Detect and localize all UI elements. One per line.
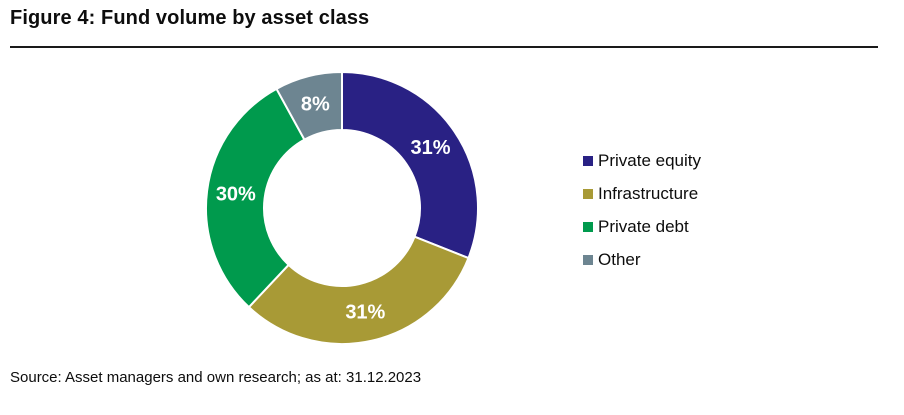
donut-chart: 31% 31% 30% 8% xyxy=(205,70,479,345)
legend-item-private-equity: Private equity xyxy=(583,151,701,170)
donut-slice-infrastructure xyxy=(247,235,470,345)
donut-slice-private-equity xyxy=(341,70,479,260)
donut-slice-label-private-equity: 31% xyxy=(410,137,450,159)
legend-item-private-debt: Private debt xyxy=(583,217,701,236)
donut-slice-other xyxy=(275,70,343,142)
legend-label: Other xyxy=(598,250,641,269)
legend-label: Private equity xyxy=(598,151,701,170)
donut-slice-label-other: 8% xyxy=(301,93,330,115)
legend-item-infrastructure: Infrastructure xyxy=(583,184,701,203)
donut-slice-label-infrastructure: 31% xyxy=(345,301,385,323)
legend-swatch-private-debt xyxy=(583,222,593,232)
donut-slice-label-private-debt: 30% xyxy=(216,184,256,206)
legend-swatch-infrastructure xyxy=(583,189,593,199)
legend-swatch-other xyxy=(583,255,593,265)
chart-legend: Private equity Infrastructure Private de… xyxy=(583,151,701,284)
legend-swatch-private-equity xyxy=(583,156,593,166)
legend-item-other: Other xyxy=(583,250,701,269)
legend-label: Infrastructure xyxy=(598,184,699,203)
legend-label: Private debt xyxy=(598,217,689,236)
figure-title: Figure 4: Fund volume by asset class xyxy=(10,7,370,29)
title-rule xyxy=(10,46,878,48)
donut-slice-private-debt xyxy=(205,87,306,309)
source-note: Source: Asset managers and own research;… xyxy=(10,369,422,386)
